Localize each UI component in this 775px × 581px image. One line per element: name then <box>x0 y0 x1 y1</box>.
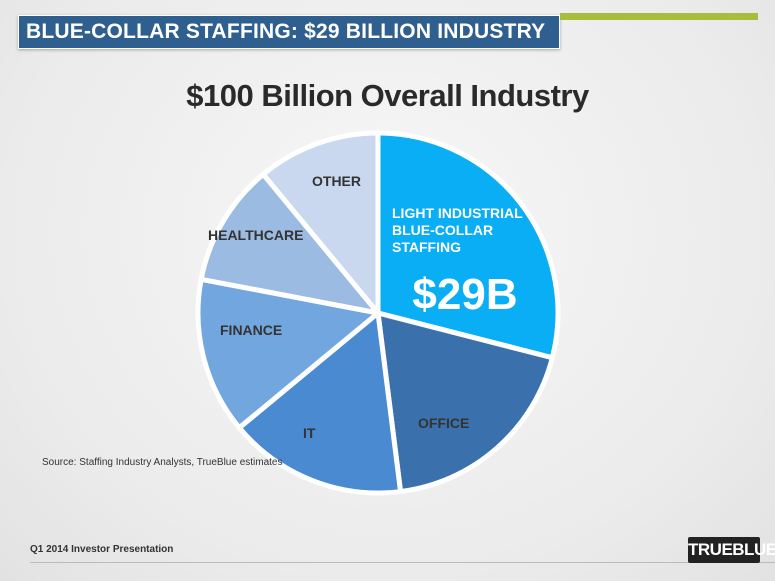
accent-bar <box>560 13 758 20</box>
pie-slice <box>260 130 381 316</box>
slice-label: FINANCE <box>220 322 283 338</box>
logo: TRUEBLUE <box>688 537 775 563</box>
source-note: Source: Staffing Industry Analysts, True… <box>42 457 283 468</box>
slice-label: OTHER <box>312 173 361 189</box>
header-title: BLUE-COLLAR STAFFING: $29 BILLION INDUST… <box>26 20 546 43</box>
footer-line <box>30 562 775 563</box>
value-label: $29B <box>412 270 518 319</box>
pie-slice <box>236 310 404 496</box>
header-bar <box>18 15 560 49</box>
footer-text: Q1 2014 Investor Presentation <box>30 544 174 555</box>
pie-slice <box>195 276 381 431</box>
slice-label: IT <box>303 425 316 441</box>
pie-slice <box>375 130 561 361</box>
pie-slice <box>198 171 381 316</box>
slice-label: OFFICE <box>418 415 470 431</box>
chart-title: $100 Billion Overall Industry <box>186 78 589 113</box>
pie-slice <box>375 310 555 495</box>
slice-label: LIGHT INDUSTRIAL BLUE-COLLAR STAFFING <box>392 205 523 255</box>
slice-label: HEALTHCARE <box>208 227 304 243</box>
